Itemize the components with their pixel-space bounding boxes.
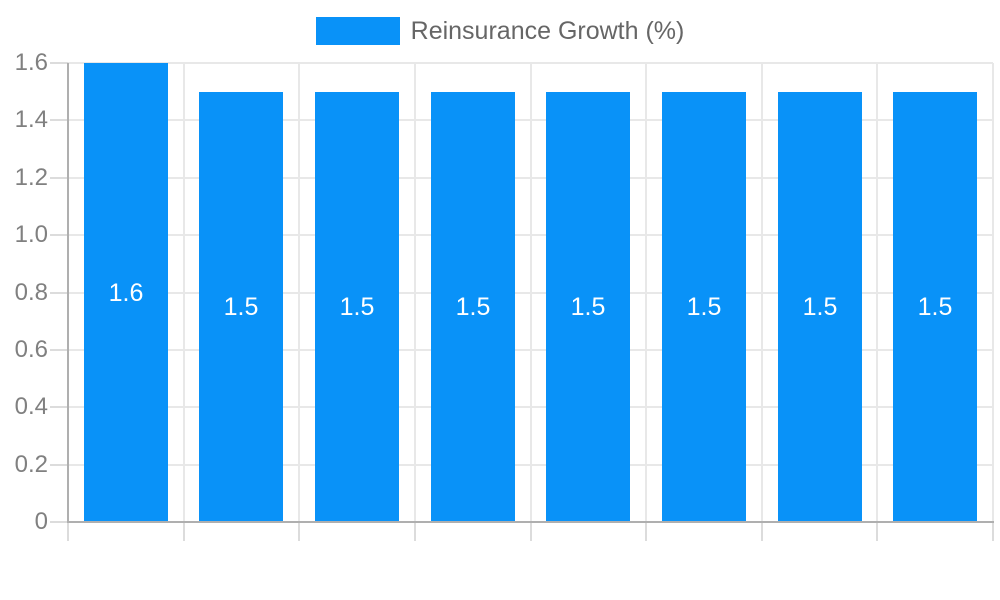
- y-tick-mark: [50, 463, 68, 466]
- category-boundary-line: [876, 63, 879, 522]
- bar[interactable]: [315, 91, 399, 522]
- x-tick-mark: [645, 522, 648, 541]
- y-tick-mark: [50, 119, 68, 122]
- category-boundary-line: [760, 63, 763, 522]
- category-boundary-line: [529, 63, 532, 522]
- category-boundary-line: [992, 63, 994, 522]
- x-tick-mark: [876, 522, 879, 541]
- bar[interactable]: [662, 91, 746, 522]
- y-axis-line: [67, 63, 69, 522]
- y-axis-label: 1.6: [14, 49, 48, 76]
- category-boundary-line: [182, 63, 185, 522]
- y-axis-label: 0.2: [14, 450, 48, 478]
- y-tick-mark: [50, 348, 68, 351]
- y-tick-mark: [50, 521, 68, 523]
- y-tick-mark: [50, 234, 68, 237]
- bar-value-label: 1.5: [455, 293, 491, 321]
- y-axis-label: 1.0: [14, 221, 48, 249]
- category-boundary-line: [298, 63, 301, 522]
- bar-value-label: 1.5: [570, 293, 606, 321]
- bar-value-label: 1.5: [339, 293, 375, 321]
- bar[interactable]: [84, 63, 168, 522]
- bar[interactable]: [199, 91, 283, 522]
- bar-value-label: 1.5: [802, 293, 838, 321]
- y-tick-mark: [50, 62, 68, 64]
- y-tick-mark: [50, 176, 68, 179]
- bar-value-label: 1.5: [686, 293, 722, 321]
- category-boundary-line: [645, 63, 648, 522]
- x-tick-mark: [529, 522, 532, 541]
- bar[interactable]: [546, 91, 630, 522]
- y-tick-mark: [50, 406, 68, 409]
- x-tick-mark: [413, 522, 416, 541]
- bar[interactable]: [431, 91, 515, 522]
- y-axis-label: 0.4: [14, 393, 48, 421]
- x-axis-baseline: [67, 521, 994, 523]
- legend-swatch-icon: [315, 17, 400, 45]
- bar-value-label: 1.5: [223, 293, 259, 321]
- bar-value-label: 1.6: [108, 279, 144, 307]
- y-axis-label: 0.6: [14, 335, 48, 363]
- legend-label: Reinsurance Growth (%): [410, 17, 685, 45]
- x-tick-mark: [992, 522, 994, 541]
- category-boundary-line: [413, 63, 416, 522]
- bar[interactable]: [778, 91, 862, 522]
- legend-item[interactable]: Reinsurance Growth (%): [0, 17, 1000, 45]
- y-axis-label: 0.8: [14, 278, 48, 306]
- x-tick-mark: [67, 522, 69, 541]
- y-axis-label: 1.4: [14, 106, 48, 134]
- bar[interactable]: [893, 91, 977, 522]
- y-axis-label: 0: [34, 508, 48, 535]
- bar-value-label: 1.5: [917, 293, 953, 321]
- y-tick-mark: [50, 291, 68, 294]
- y-axis-label: 1.2: [14, 163, 48, 191]
- x-tick-mark: [298, 522, 301, 541]
- x-tick-mark: [182, 522, 185, 541]
- x-tick-mark: [760, 522, 763, 541]
